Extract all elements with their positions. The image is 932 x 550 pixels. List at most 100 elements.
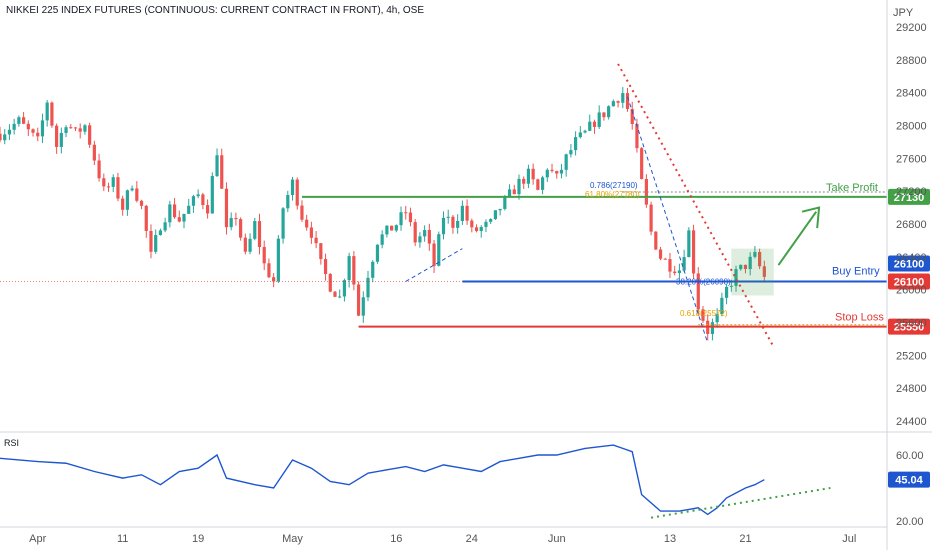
candle-body: [106, 186, 111, 188]
candle-body: [12, 123, 16, 130]
candle-body: [673, 271, 677, 274]
candle-body: [559, 169, 564, 174]
price-tick-label: 26400: [896, 252, 927, 264]
candle-body: [177, 217, 181, 222]
time-tick-label: 24: [466, 533, 478, 545]
candle-body: [59, 132, 63, 147]
candle-body: [323, 259, 328, 274]
candle-body: [305, 219, 309, 228]
candle-body: [135, 188, 139, 201]
currency-label: JPY: [893, 7, 914, 19]
candle-body: [503, 196, 507, 209]
candle-body: [144, 205, 148, 231]
candle-body: [385, 225, 389, 235]
chart-title: NIKKEI 225 INDEX FUTURES (CONTINUOUS: CU…: [6, 5, 425, 16]
candle-body: [423, 230, 427, 237]
candle-body: [418, 236, 422, 243]
candle-body: [621, 93, 625, 103]
candle-body: [88, 125, 92, 145]
price-tick-label: 27200: [896, 186, 927, 198]
candle-body: [451, 216, 455, 228]
candle-body: [333, 291, 337, 297]
candle-body: [196, 194, 200, 197]
time-tick-label: 16: [390, 533, 402, 545]
candle-body: [540, 177, 545, 190]
stop-loss-label: Stop Loss: [835, 312, 884, 324]
candle-body: [319, 243, 323, 260]
price-tick-label: 25600: [896, 318, 927, 330]
candle-body: [295, 179, 299, 206]
price-tick-label: 24800: [896, 383, 927, 395]
rsi-tick-label: 20.00: [896, 516, 924, 528]
candle-body: [239, 219, 243, 238]
candle-body: [507, 189, 512, 197]
candle-body: [545, 169, 549, 178]
candle-body: [40, 120, 45, 137]
candle-body: [668, 259, 672, 272]
candle-body: [356, 284, 361, 316]
time-tick-label: Jul: [842, 533, 856, 545]
candle-body: [512, 189, 516, 195]
candle-body: [154, 235, 158, 252]
candle-body: [602, 112, 606, 118]
price-tick-label: 28800: [896, 55, 927, 67]
downtrend-line: [617, 63, 775, 348]
target-zone: [731, 248, 774, 296]
price-tick-label: 25200: [896, 350, 927, 362]
price-tick-label: 29200: [896, 22, 927, 34]
candle-body: [309, 227, 313, 238]
candle-body: [243, 237, 247, 252]
time-tick-label: 13: [664, 533, 676, 545]
candle-body: [592, 121, 597, 127]
candles: [0, 87, 766, 341]
time-tick-label: Jun: [548, 533, 566, 545]
candle-body: [724, 286, 729, 298]
candle-body: [380, 234, 384, 245]
candle-body: [498, 208, 502, 211]
stop-loss-badge: [888, 318, 930, 335]
candle-body: [248, 238, 252, 252]
candle-body: [550, 169, 554, 171]
candle-body: [739, 264, 743, 270]
candle-body: [290, 179, 295, 195]
candle-body: [314, 237, 318, 244]
buy-entry-label: Buy Entry: [832, 265, 880, 277]
candle-body: [413, 222, 417, 243]
candle-body: [583, 130, 587, 133]
candle-body: [762, 266, 766, 277]
candle-body: [399, 212, 403, 226]
candle-body: [753, 252, 757, 257]
take-profit-value: 27130: [894, 192, 925, 204]
take-profit-badge: [888, 188, 930, 205]
candle-body: [616, 101, 620, 103]
candle-body: [220, 155, 224, 189]
candle-body: [465, 205, 469, 221]
candle-body: [191, 196, 196, 206]
candle-body: [611, 101, 615, 107]
rsi-panel: RSI 45.04: [0, 438, 930, 519]
rsi-line: [0, 444, 765, 516]
current-price-badge: [888, 273, 930, 290]
candle-body: [701, 309, 705, 321]
candle-body: [210, 176, 214, 214]
time-tick-label: 11: [117, 533, 128, 545]
candle-body: [149, 230, 153, 252]
candle-body: [635, 124, 639, 149]
candle-body: [3, 134, 7, 141]
candle-body: [408, 212, 413, 223]
fib-382-label: 38.20%(26098): [676, 277, 731, 286]
candle-body: [588, 121, 592, 131]
candle-body: [658, 249, 663, 259]
buy-entry-badge: [888, 255, 930, 272]
candle-body: [262, 246, 266, 264]
candle-body: [272, 277, 276, 282]
candle-body: [574, 137, 578, 151]
candle-body: [267, 263, 271, 278]
candle-body: [224, 188, 229, 228]
candle-body: [97, 160, 101, 179]
candle-body: [522, 178, 526, 184]
candle-body: [163, 222, 167, 231]
candle-body: [338, 296, 342, 298]
candle-body: [300, 205, 304, 220]
